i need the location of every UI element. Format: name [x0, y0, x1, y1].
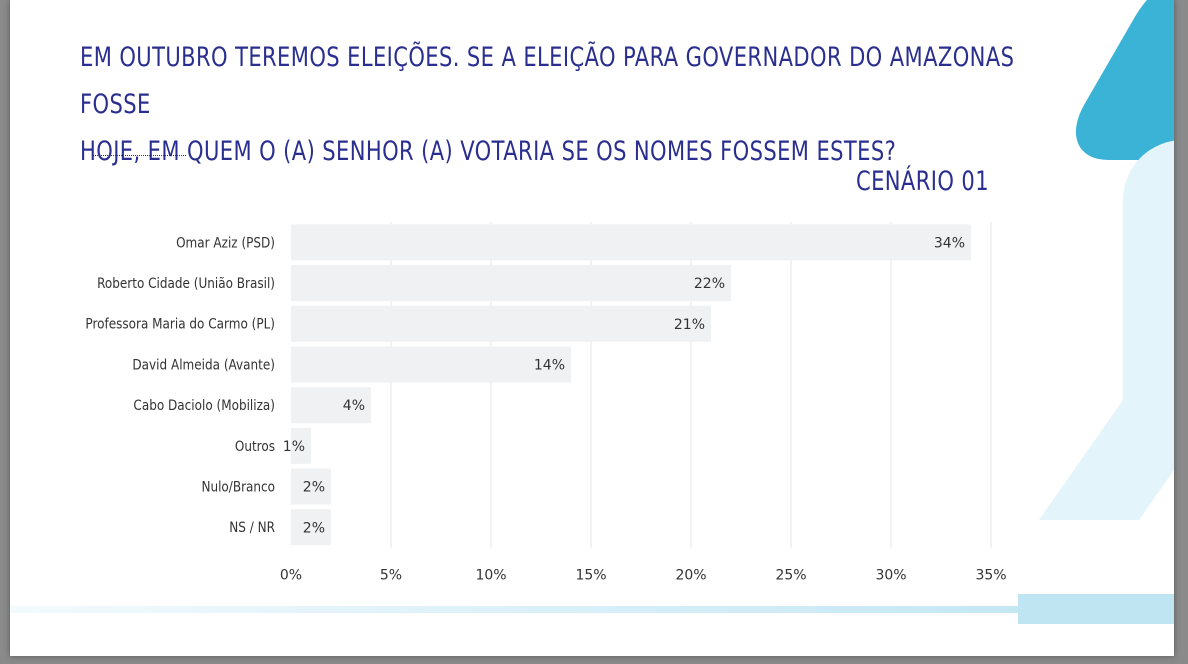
bar — [291, 305, 711, 342]
bar — [291, 265, 731, 302]
x-tick-label: 35% — [975, 568, 1006, 584]
x-tick-label: 5% — [380, 568, 402, 584]
x-tick-label: 10% — [475, 568, 506, 584]
category-label: Professora Maria do Carmo (PL) — [85, 317, 275, 333]
bottom-accent-block — [1018, 594, 1174, 624]
value-label: 4% — [343, 398, 365, 414]
x-tick-label: 15% — [575, 568, 606, 584]
value-label: 14% — [534, 357, 565, 373]
value-label: 2% — [303, 480, 325, 496]
category-label: Cabo Daciolo (Mobiliza) — [133, 398, 275, 414]
x-tick-label: 20% — [675, 568, 706, 584]
x-tick-label: 30% — [875, 568, 906, 584]
bottom-accent-line — [10, 606, 1130, 613]
slide-title: EM OUTUBRO TEREMOS ELEIÇÕES. SE A ELEIÇÃ… — [80, 34, 1078, 175]
category-label: Omar Aziz (PSD) — [176, 236, 275, 252]
bar — [291, 387, 371, 424]
x-tick-label: 0% — [280, 568, 302, 584]
slide-title-line-2: HOJE, EM QUEM O (A) SENHOR (A) VOTARIA S… — [80, 136, 897, 167]
value-label: 1% — [283, 439, 305, 455]
bar — [291, 427, 311, 464]
category-label: Roberto Cidade (União Brasil) — [97, 276, 275, 292]
scenario-label: CENÁRIO 01 — [856, 166, 989, 197]
bar — [291, 509, 331, 546]
value-label: 34% — [934, 235, 965, 251]
bar — [291, 224, 971, 261]
bar — [291, 346, 571, 383]
value-label: 21% — [674, 317, 705, 333]
bar-chart: Omar Aziz (PSD) 34% Roberto Cidade (União … — [85, 222, 1007, 584]
slide-title-line-1: EM OUTUBRO TEREMOS ELEIÇÕES. SE A ELEIÇÃ… — [80, 42, 1015, 120]
bar — [291, 468, 331, 505]
category-label: Outros — [235, 439, 275, 455]
dotted-divider — [92, 155, 186, 156]
x-tick-label: 25% — [775, 568, 806, 584]
value-label: 2% — [303, 520, 325, 536]
category-label: David Almeida (Avante) — [132, 358, 275, 374]
value-label: 22% — [694, 276, 725, 292]
category-label: NS / NR — [229, 520, 275, 536]
category-label: Nulo/Branco — [201, 480, 275, 496]
slide: EM OUTUBRO TEREMOS ELEIÇÕES. SE A ELEIÇÃ… — [10, 0, 1174, 656]
